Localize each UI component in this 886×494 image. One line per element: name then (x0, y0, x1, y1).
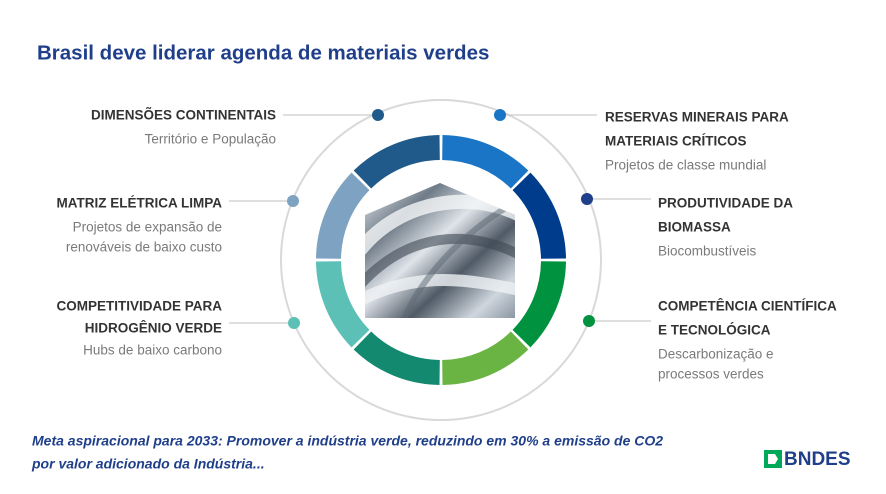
item-subtitle: Hubs de baixo carbono (83, 343, 222, 358)
logo: BNDES (764, 449, 851, 470)
ring-segment (512, 261, 566, 348)
item-title: HIDROGÊNIO VERDE (85, 321, 222, 336)
ring-segment (442, 135, 529, 189)
title: Brasil deve liderar agenda de materiais … (37, 41, 489, 64)
item-subtitle: renováveis de baixo custo (66, 240, 222, 255)
ring-segment (353, 135, 440, 189)
dot (287, 195, 299, 207)
ring-segment (512, 172, 566, 259)
ring-diagram (280, 99, 602, 421)
center-image (365, 183, 515, 318)
item-title: RESERVAS MINERAIS PARA (605, 110, 789, 125)
item-title: MATRIZ ELÉTRICA LIMPA (57, 196, 223, 211)
ring-segment (316, 172, 370, 259)
item-title: PRODUTIVIDADE DA (658, 196, 793, 211)
item-subtitle: Projetos de classe mundial (605, 158, 766, 173)
item-subtitle: Biocombustíveis (658, 244, 757, 259)
footer-line: Meta aspiracional para 2033: Promover a … (32, 433, 663, 449)
footer-line: por valor adicionado da Indústria... (31, 456, 265, 472)
item-title: COMPETITIVIDADE PARA (56, 299, 222, 314)
dot (288, 317, 300, 329)
item-title: DIMENSÕES CONTINENTAIS (91, 108, 276, 123)
item-subtitle: Projetos de expansão de (73, 220, 222, 235)
dot (372, 109, 384, 121)
item-title: COMPETÊNCIA CIENTÍFICA (658, 299, 837, 314)
dot (583, 315, 595, 327)
item-subtitle: Descarbonização e (658, 347, 774, 362)
item-title: E TECNOLÓGICA (658, 323, 771, 338)
outer-circle (280, 99, 602, 421)
ring-segment (316, 261, 370, 348)
logo-text: BNDES (784, 449, 851, 470)
item-title: BIOMASSA (658, 220, 731, 235)
ring-segment (442, 331, 529, 385)
item-subtitle: processos verdes (658, 367, 764, 382)
item-subtitle: Território e População (145, 132, 276, 147)
dot (581, 193, 593, 205)
item-title: MATERIAIS CRÍTICOS (605, 134, 747, 149)
dot (494, 109, 506, 121)
ring-segment (353, 331, 440, 385)
items: DIMENSÕES CONTINENTAIS Território e Popul… (56, 108, 837, 382)
